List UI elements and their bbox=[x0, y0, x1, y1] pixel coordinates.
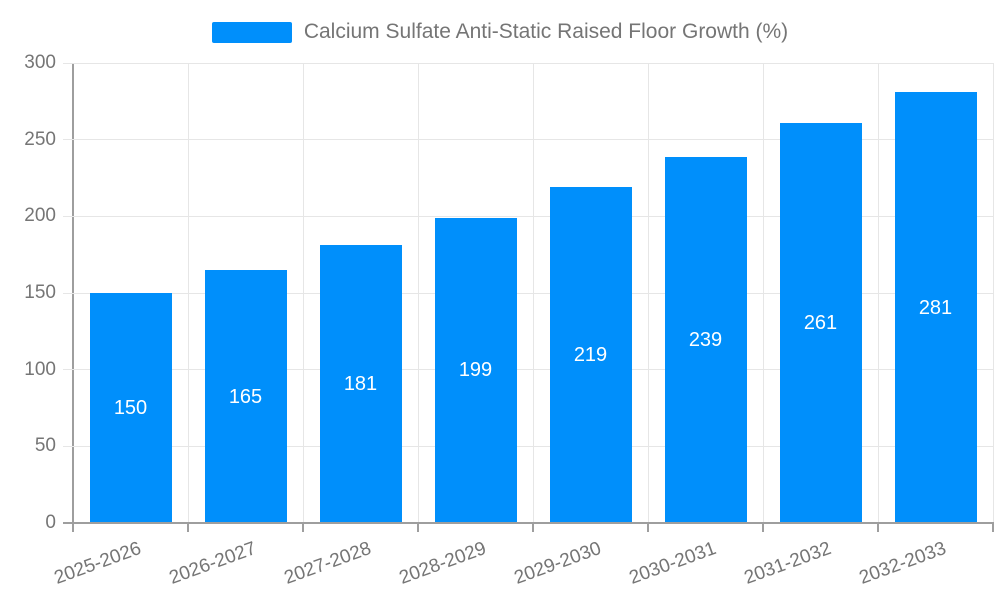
bar[interactable] bbox=[664, 156, 747, 523]
y-axis-tick bbox=[63, 369, 73, 371]
x-tick-label: 2032-2033 bbox=[856, 538, 949, 589]
gridline-v bbox=[877, 63, 879, 523]
gridline-v bbox=[302, 63, 304, 523]
x-axis-tick bbox=[532, 523, 534, 532]
y-tick-label: 150 bbox=[24, 282, 56, 303]
bar-value-label: 199 bbox=[458, 359, 493, 382]
y-tick-label: 300 bbox=[24, 52, 56, 73]
legend-label: Calcium Sulfate Anti-Static Raised Floor… bbox=[303, 20, 789, 43]
y-axis-tick bbox=[63, 139, 73, 141]
gridline-v bbox=[762, 63, 764, 523]
y-axis-tick bbox=[63, 445, 73, 447]
bar-value-label: 150 bbox=[113, 397, 148, 419]
y-tick-label: 100 bbox=[24, 358, 56, 380]
x-axis-tick bbox=[877, 523, 879, 532]
x-tick-label: 2029-2030 bbox=[511, 538, 604, 589]
y-axis-tick bbox=[63, 522, 73, 524]
bar[interactable] bbox=[549, 187, 632, 523]
gridline-v bbox=[647, 63, 649, 523]
y-tick-label: 250 bbox=[24, 128, 56, 150]
bar-value-label: 219 bbox=[573, 344, 608, 367]
bar-value-label: 239 bbox=[688, 328, 723, 351]
bar[interactable] bbox=[894, 92, 977, 523]
plot-area: 150 165 181 199 219 239 261 281 bbox=[63, 62, 994, 532]
y-axis-tick bbox=[63, 292, 73, 294]
bar[interactable] bbox=[779, 122, 862, 523]
x-tick-label: 2028-2029 bbox=[396, 538, 489, 589]
gridline-v bbox=[532, 63, 534, 523]
y-tick-label: 0 bbox=[45, 512, 56, 533]
y-tick-label: 200 bbox=[24, 205, 56, 227]
x-tick-label: 2025-2026 bbox=[51, 538, 144, 589]
bar-value-label: 261 bbox=[803, 311, 838, 334]
x-tick-label: 2030-2031 bbox=[626, 538, 719, 589]
y-axis-tick bbox=[63, 62, 73, 64]
gridline-v bbox=[187, 63, 189, 523]
bar[interactable] bbox=[319, 245, 402, 523]
bar[interactable] bbox=[89, 293, 172, 523]
x-axis-tick bbox=[762, 523, 764, 532]
x-axis-tick bbox=[992, 523, 994, 532]
legend[interactable]: Calcium Sulfate Anti-Static Raised Floor… bbox=[0, 20, 1000, 44]
y-axis-line bbox=[72, 63, 74, 524]
y-axis-tick bbox=[63, 215, 73, 217]
x-axis-tick bbox=[187, 523, 189, 532]
x-axis-line bbox=[72, 522, 994, 524]
gridline-v bbox=[417, 63, 419, 523]
gridline-v bbox=[992, 63, 994, 523]
x-tick-label: 2031-2032 bbox=[741, 538, 834, 589]
bar-value-label: 181 bbox=[343, 373, 378, 396]
y-tick-label: 50 bbox=[34, 435, 56, 457]
x-axis-tick bbox=[417, 523, 419, 532]
bar[interactable] bbox=[434, 217, 517, 523]
x-axis-tick bbox=[72, 523, 74, 532]
bar-value-label: 281 bbox=[918, 296, 953, 319]
bar-value-label: 165 bbox=[228, 385, 263, 408]
x-axis-tick bbox=[302, 523, 304, 532]
bar[interactable] bbox=[204, 270, 287, 523]
x-tick-label: 2026-2027 bbox=[166, 538, 259, 589]
legend-swatch bbox=[211, 21, 292, 43]
x-axis-tick bbox=[647, 523, 649, 532]
x-tick-label: 2027-2028 bbox=[281, 538, 374, 589]
